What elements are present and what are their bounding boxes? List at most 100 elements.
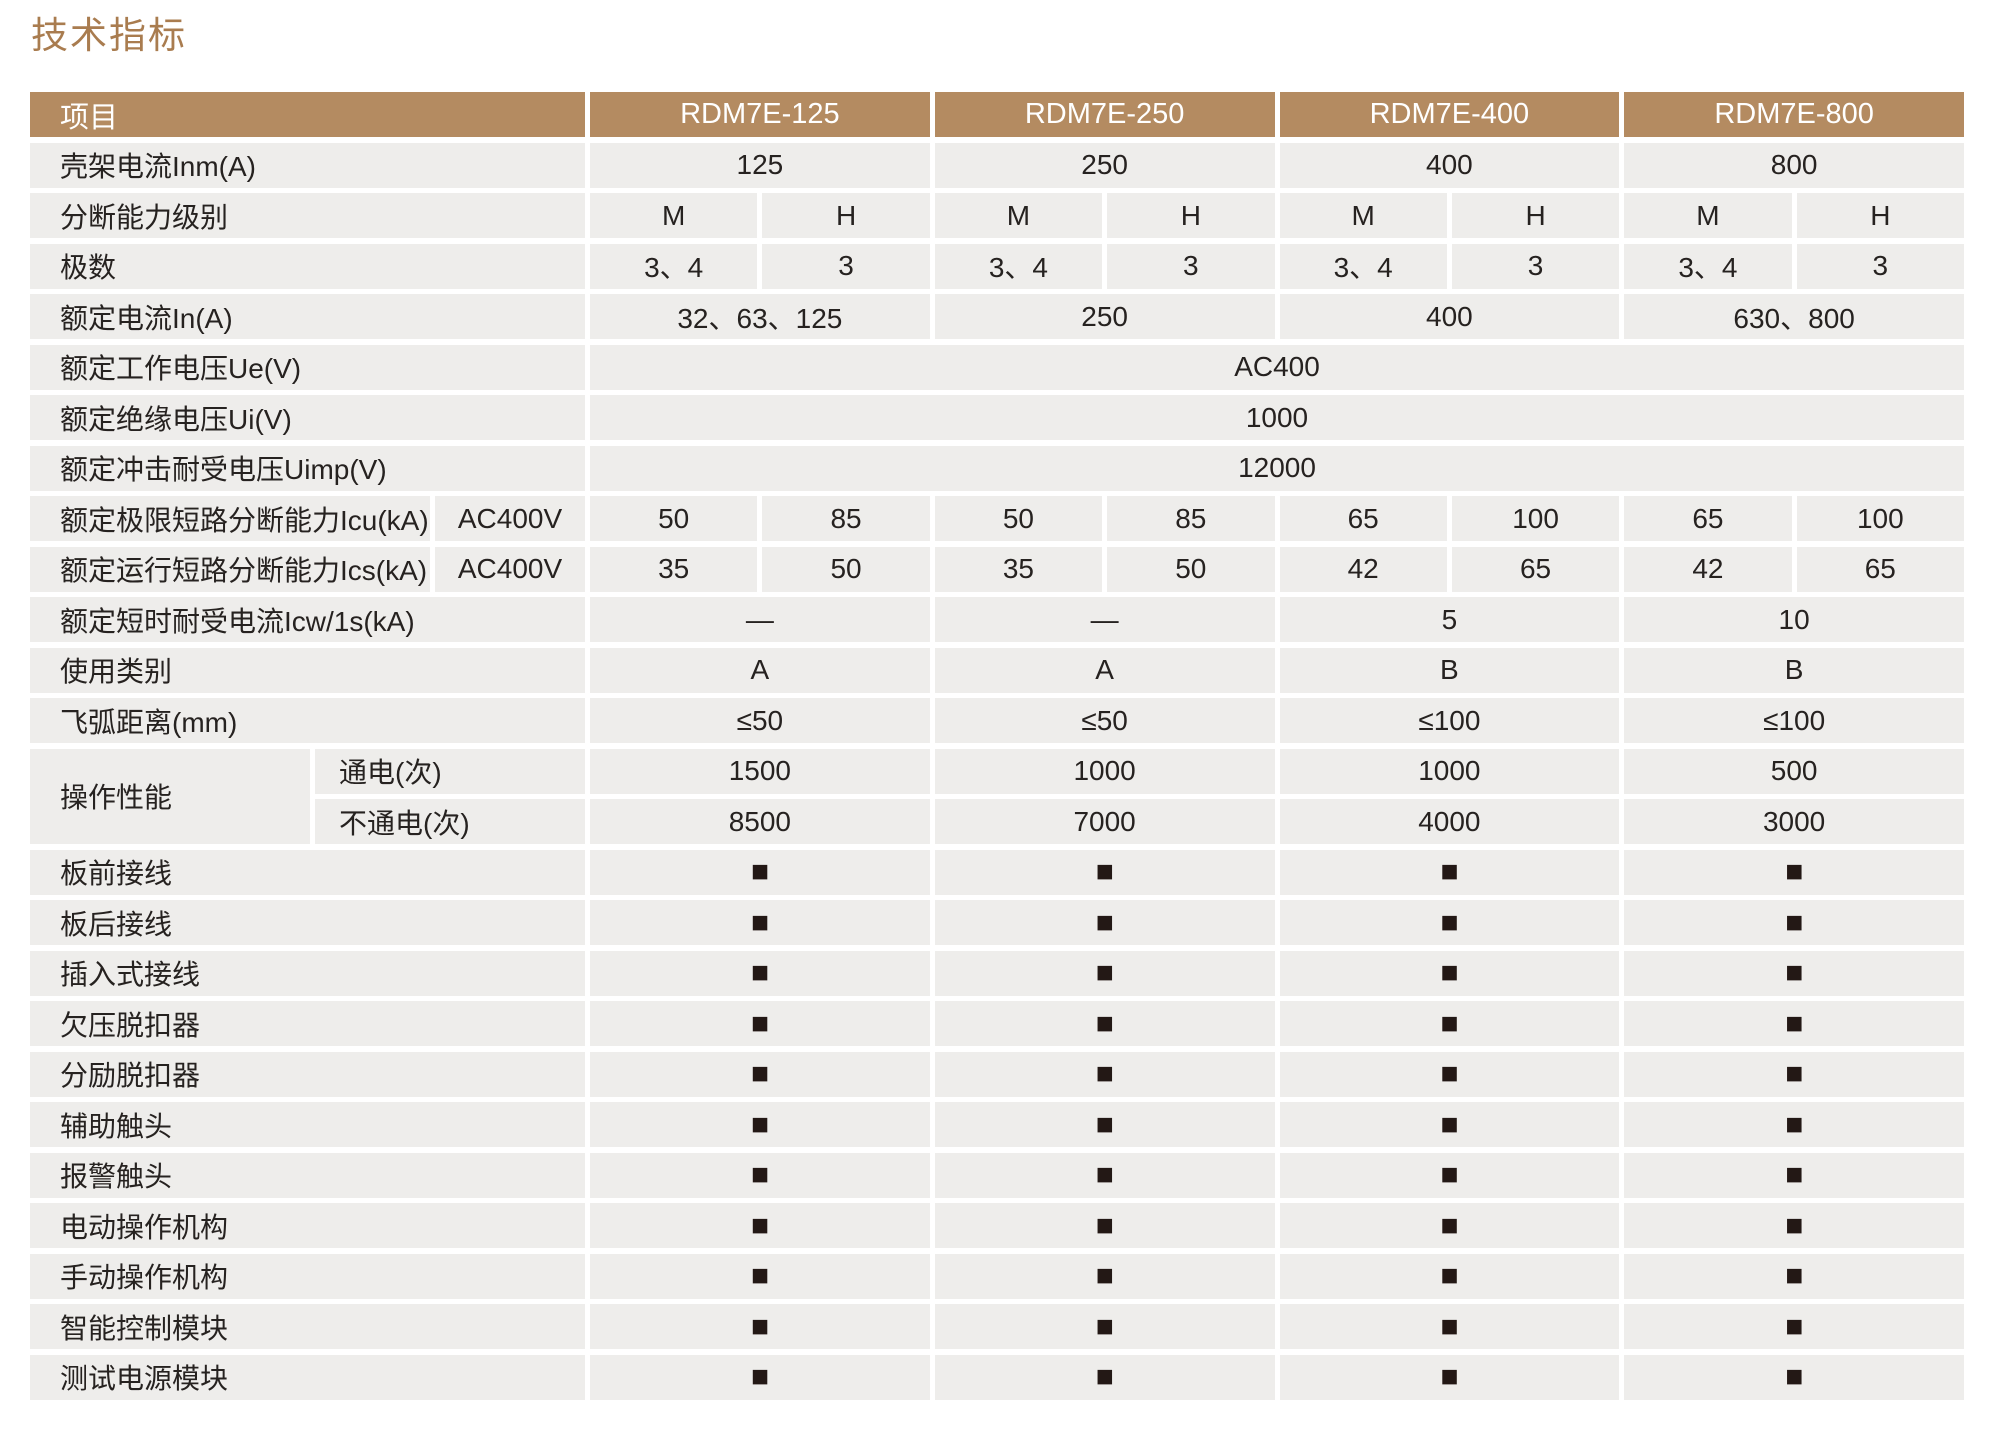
black-square-icon: ■	[750, 1208, 769, 1242]
cell-marker: ■	[1279, 1354, 1620, 1400]
cell-value: 1500	[590, 748, 930, 794]
cell-marker: ■	[934, 900, 1275, 945]
black-square-icon: ■	[1785, 1006, 1804, 1040]
black-square-icon: ■	[1095, 1259, 1114, 1292]
cell-value: 3、4	[590, 243, 758, 289]
cell-value: A	[590, 647, 930, 693]
cell-value: 3、4	[1279, 243, 1447, 289]
cell-marker: ■	[1624, 849, 1964, 895]
cell-value: M	[1279, 193, 1447, 238]
cell-marker: ■	[1624, 900, 1964, 945]
cell-value: 42	[1624, 546, 1792, 592]
black-square-icon: ■	[1095, 1006, 1114, 1040]
sub-row-label-energized: 通电(次)	[315, 748, 585, 794]
black-square-icon: ■	[750, 905, 769, 939]
row-label-feature: 电动操作机构	[30, 1203, 585, 1248]
condition-cell-icu: AC400V	[435, 496, 585, 541]
cell-value: 65	[1451, 546, 1620, 592]
black-square-icon: ■	[1785, 1309, 1804, 1343]
cell-marker: ■	[1279, 900, 1620, 945]
black-square-icon: ■	[1785, 855, 1804, 888]
cell-value: 12000	[590, 445, 1964, 491]
row-label-insulation-voltage: 额定绝缘电压Ui(V)	[30, 395, 585, 440]
black-square-icon: ■	[1095, 855, 1114, 888]
cell-value: 8500	[590, 799, 930, 844]
black-square-icon: ■	[1440, 1360, 1459, 1393]
cell-value: 3、4	[1624, 243, 1792, 289]
black-square-icon: ■	[1785, 1057, 1804, 1090]
cell-value: 10	[1624, 597, 1964, 642]
cell-value: ≤50	[934, 698, 1275, 743]
cell-value: 4000	[1279, 799, 1620, 844]
column-header-model-125: RDM7E-125	[590, 92, 930, 137]
black-square-icon: ■	[1095, 905, 1114, 939]
cell-marker: ■	[590, 1001, 930, 1046]
row-label-ics: 额定运行短路分断能力Ics(kA)	[30, 546, 430, 592]
cell-value: H	[1796, 193, 1964, 238]
cell-value: 100	[1796, 496, 1964, 541]
cell-value: 3	[1107, 243, 1275, 289]
cell-value: —	[590, 597, 930, 642]
cell-value: 65	[1624, 496, 1792, 541]
black-square-icon: ■	[1440, 1259, 1459, 1292]
row-label-usage-category: 使用类别	[30, 647, 585, 693]
cell-value: 7000	[934, 799, 1275, 844]
sub-row-label-de-energized: 不通电(次)	[315, 799, 585, 844]
cell-marker: ■	[590, 849, 930, 895]
cell-value: 250	[934, 294, 1275, 339]
cell-marker: ■	[590, 1051, 930, 1097]
cell-value: H	[1451, 193, 1620, 238]
black-square-icon: ■	[1095, 956, 1114, 989]
cell-marker: ■	[1279, 849, 1620, 895]
row-label-icw: 额定短时耐受电流Icw/1s(kA)	[30, 597, 585, 642]
page-title: 技术指标	[31, 15, 187, 56]
cell-value: 3	[762, 243, 930, 289]
row-label-feature: 欠压脱扣器	[30, 1001, 585, 1046]
black-square-icon: ■	[1440, 956, 1459, 989]
row-label-icu: 额定极限短路分断能力Icu(kA)	[30, 496, 430, 541]
black-square-icon: ■	[1785, 905, 1804, 939]
column-header-model-800: RDM7E-800	[1624, 92, 1964, 137]
cell-marker: ■	[1624, 1203, 1964, 1248]
black-square-icon: ■	[1440, 1158, 1459, 1191]
black-square-icon: ■	[750, 855, 769, 888]
cell-value: 50	[762, 546, 930, 592]
cell-marker: ■	[590, 1253, 930, 1299]
row-label-feature: 手动操作机构	[30, 1253, 585, 1299]
cell-marker: ■	[1279, 1152, 1620, 1198]
row-label-feature: 分励脱扣器	[30, 1051, 585, 1097]
black-square-icon: ■	[750, 1158, 769, 1191]
cell-value: 42	[1279, 546, 1447, 592]
cell-marker: ■	[1624, 950, 1964, 996]
black-square-icon: ■	[1440, 855, 1459, 888]
black-square-icon: ■	[1785, 1360, 1804, 1393]
condition-cell-ics: AC400V	[435, 546, 585, 592]
column-header-model-250: RDM7E-250	[934, 92, 1275, 137]
cell-value: 400	[1279, 142, 1620, 188]
cell-marker: ■	[590, 1102, 930, 1147]
row-label-feature: 报警触头	[30, 1152, 585, 1198]
cell-value: M	[934, 193, 1103, 238]
cell-value: 1000	[1279, 748, 1620, 794]
cell-marker: ■	[1279, 1253, 1620, 1299]
cell-value: B	[1624, 647, 1964, 693]
black-square-icon: ■	[1095, 1360, 1114, 1393]
black-square-icon: ■	[1785, 1158, 1804, 1191]
cell-value: 32、63、125	[590, 294, 930, 339]
cell-value: 100	[1451, 496, 1620, 541]
cell-value: 5	[1279, 597, 1620, 642]
cell-value: 1000	[590, 395, 1964, 440]
cell-value: 85	[762, 496, 930, 541]
cell-value: 35	[934, 546, 1103, 592]
cell-marker: ■	[1279, 1102, 1620, 1147]
cell-marker: ■	[1279, 1304, 1620, 1349]
cell-marker: ■	[590, 1354, 930, 1400]
cell-value: 50	[934, 496, 1103, 541]
black-square-icon: ■	[750, 1057, 769, 1090]
cell-value: 85	[1107, 496, 1275, 541]
cell-value: ≤100	[1624, 698, 1964, 743]
black-square-icon: ■	[1095, 1057, 1114, 1090]
cell-value: 630、800	[1624, 294, 1964, 339]
black-square-icon: ■	[1095, 1208, 1114, 1242]
